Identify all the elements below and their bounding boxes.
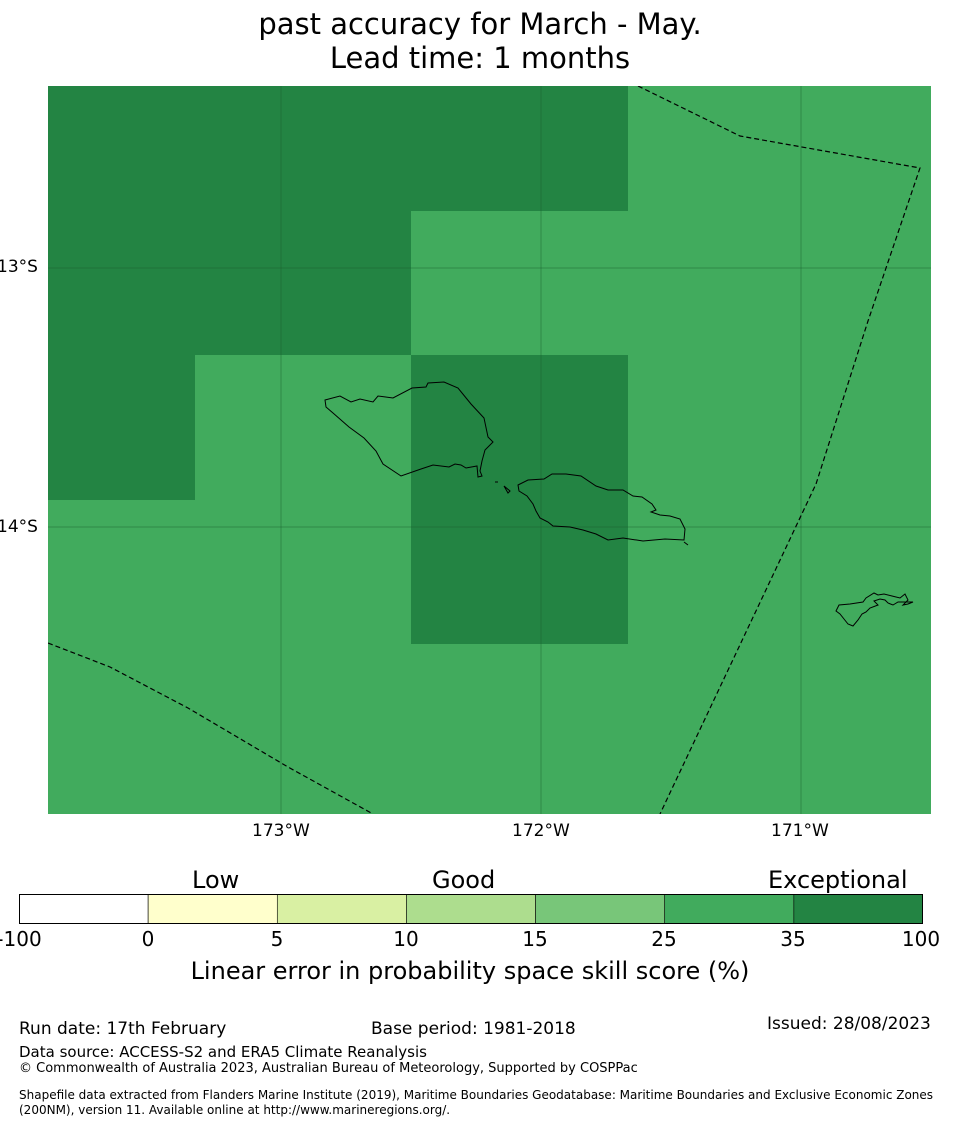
high-skill-cell-north [48, 86, 628, 211]
data-source: Data source: ACCESS-S2 and ERA5 Climate … [19, 1043, 427, 1061]
colorbar-tick: 15 [522, 927, 548, 951]
base-period: Base period: 1981-2018 [371, 1019, 576, 1039]
nuutele-islet [683, 541, 689, 546]
colorbar-segment [276, 894, 407, 924]
savaii-island-outline [324, 381, 494, 478]
graticule [48, 86, 931, 814]
tutuila-island-outline [835, 592, 914, 627]
lon-label-173w: 173°W [252, 821, 310, 841]
colorbar-tick: 25 [651, 927, 677, 951]
colorbar-category-good: Good [432, 866, 496, 894]
high-skill-cell-northwest [48, 211, 411, 355]
colorbar-segment [406, 894, 536, 924]
colorbar-tick: 35 [780, 927, 806, 951]
eez-boundary-east [637, 86, 921, 814]
eez-boundary-southwest [48, 642, 374, 814]
colorbar-segment [147, 894, 278, 924]
colorbar-segment [535, 894, 666, 924]
shapefile-credit: Shapefile data extracted from Flanders M… [19, 1088, 934, 1117]
colorbar-tick: -100 [0, 927, 42, 951]
colorbar-label: Linear error in probability space skill … [190, 957, 750, 985]
high-skill-cell-west [48, 355, 195, 500]
map-title-line-2: Lead time: 1 months [329, 41, 631, 75]
colorbar-segment [664, 894, 795, 924]
eez-boundaries [48, 86, 921, 814]
colorbar-frame [19, 894, 923, 924]
high-skill-cell-upolu [411, 355, 628, 644]
skill-grid-cells [48, 86, 628, 644]
colorbar-tick: 100 [901, 927, 941, 951]
colorbar-tick: 5 [270, 927, 284, 951]
colorbar-segment [793, 894, 923, 924]
lat-label-14s: 14°S [0, 517, 38, 537]
lon-label-171w: 171°W [771, 821, 829, 841]
issued-date: Issued: 28/08/2023 [767, 1014, 931, 1034]
manono-apolima-islands [495, 481, 511, 494]
colorbar-category-exceptional: Exceptional [768, 866, 908, 894]
colorbar-segment [19, 894, 149, 924]
lon-label-172w: 172°W [512, 821, 570, 841]
map-title-line-1: past accuracy for March - May. [258, 7, 702, 41]
copyright: © Commonwealth of Australia 2023, Austra… [19, 1061, 638, 1076]
colorbar-tick: 0 [141, 927, 155, 951]
colorbar-tick: 10 [393, 927, 419, 951]
colorbar [19, 894, 923, 924]
colorbar-category-low: Low [192, 866, 240, 894]
upolu-island-outline [517, 473, 686, 542]
skill-map [48, 86, 931, 814]
run-date: Run date: 17th February [19, 1019, 227, 1039]
islands [324, 381, 914, 627]
lat-label-13s: 13°S [0, 257, 38, 277]
